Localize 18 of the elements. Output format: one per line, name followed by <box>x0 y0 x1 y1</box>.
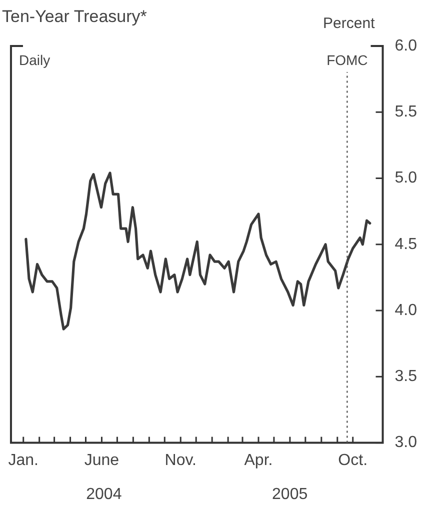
y-tick-label: 4.0 <box>394 302 418 319</box>
y-tick-label: 3.0 <box>394 434 418 452</box>
chart-title: Ten-Year Treasury* <box>2 7 148 26</box>
x-tick-label: Apr. <box>244 452 273 469</box>
y-tick-label: 5.5 <box>394 104 418 121</box>
y-tick-label: 6.0 <box>394 37 418 54</box>
y-axis-title: Percent <box>323 15 376 32</box>
x-tick-label: June <box>84 452 120 469</box>
y-tick-label: 3.5 <box>394 368 418 386</box>
annotation: Daily <box>18 52 50 68</box>
x-tick-label: Nov. <box>164 452 196 469</box>
ref-line-label: FOMC <box>326 52 368 68</box>
y-tick-label: 5.0 <box>394 170 418 187</box>
x-tick-label: Jan. <box>8 452 38 469</box>
y-tick-label: 4.5 <box>394 236 418 253</box>
text: 2004 <box>86 486 122 504</box>
x-tick-label: Oct. <box>338 452 368 469</box>
text: 2005 <box>272 486 308 504</box>
